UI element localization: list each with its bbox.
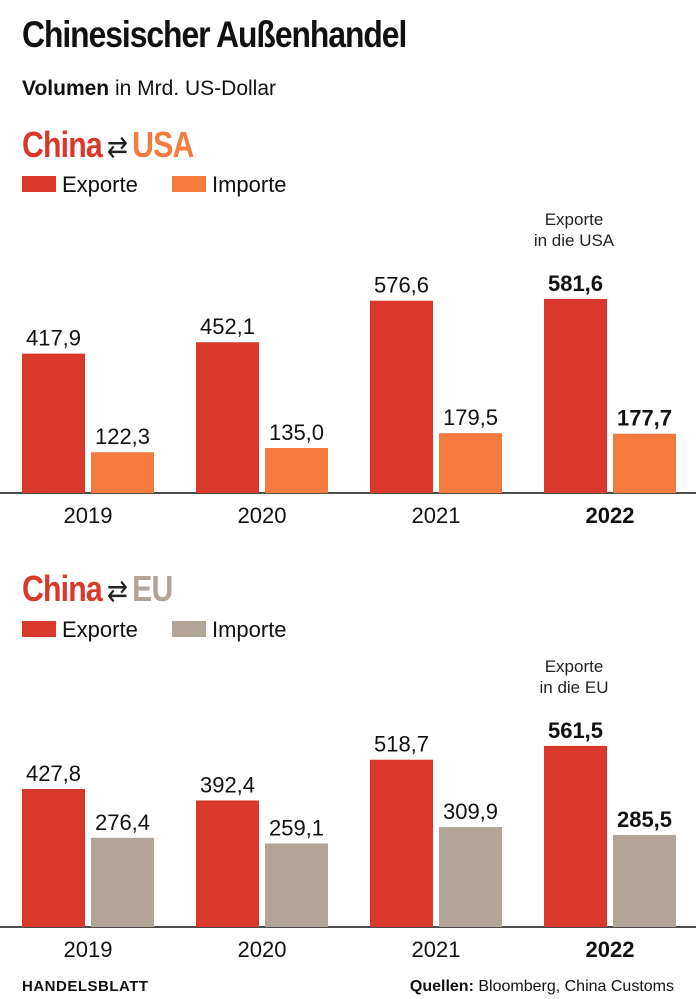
subtitle-bold: Volumen — [22, 77, 110, 100]
bar-chart-usa: 417,9 122,3 2019 452,1 135,0 2020 576,6 179,5 20… — [0, 210, 696, 528]
bar-exports-2019 — [22, 789, 85, 927]
value-label-imports-2019: 276,4 — [95, 810, 150, 835]
value-label-imports-2022: 177,7 — [617, 406, 672, 431]
value-label-exports-2020: 452,1 — [200, 314, 255, 339]
chart-title: Chinesischer Außenhandel — [22, 14, 407, 55]
x-tick-label-2021: 2021 — [412, 503, 461, 528]
legend-swatch-exports — [22, 621, 56, 638]
legend-label-imports: Importe — [211, 172, 287, 197]
bar-imports-2020 — [265, 843, 328, 927]
legend-swatch-imports — [171, 621, 206, 638]
x-tick-label-2020: 2020 — [238, 937, 287, 962]
heading-china: China — [22, 124, 103, 165]
value-label-exports-2020: 392,4 — [200, 772, 255, 797]
x-tick-label-2019: 2019 — [64, 937, 113, 962]
value-label-exports-2022: 561,5 — [548, 718, 603, 743]
exchange-arrows-icon: ⇄ — [106, 131, 128, 164]
value-label-exports-2019: 417,9 — [26, 326, 81, 351]
legend-eu: Exporte Importe — [22, 617, 315, 643]
heading-partner: EU — [132, 568, 173, 609]
bar-exports-2022 — [544, 299, 607, 493]
legend-swatch-exports — [22, 176, 56, 193]
bar-imports-2022 — [613, 433, 676, 493]
value-label-exports-2019: 427,8 — [26, 761, 81, 786]
sources-label: Quellen: — [409, 978, 474, 995]
legend-swatch-imports — [171, 176, 206, 193]
legend-label-imports: Importe — [211, 617, 287, 642]
panel-heading-eu: China ⇄ EU — [22, 568, 173, 610]
annotation-line-2: in die EU — [540, 678, 609, 697]
bar-exports-2020 — [196, 342, 259, 493]
legend-label-exports: Exporte — [62, 172, 138, 197]
legend-item-exports: Exporte — [22, 172, 138, 198]
legend-usa: Exporte Importe — [22, 172, 315, 198]
annotation-line-2: in die USA — [534, 231, 615, 250]
legend-item-imports: Importe — [171, 617, 287, 643]
bar-imports-2019 — [91, 837, 154, 927]
bar-exports-2019 — [22, 353, 85, 493]
x-tick-label-2020: 2020 — [238, 503, 287, 528]
value-label-imports-2020: 135,0 — [269, 420, 324, 445]
x-tick-label-2022: 2022 — [586, 937, 635, 962]
publisher-label: HANDELSBLATT — [22, 978, 149, 995]
legend-item-imports: Importe — [171, 172, 287, 198]
x-tick-label-2019: 2019 — [64, 503, 113, 528]
bar-imports-2020 — [265, 447, 328, 493]
legend-label-exports: Exporte — [62, 617, 138, 642]
subtitle-rest: in Mrd. US-Dollar — [114, 77, 276, 100]
bar-imports-2019 — [91, 452, 154, 493]
value-label-imports-2022: 285,5 — [617, 807, 672, 832]
bar-exports-2020 — [196, 800, 259, 927]
sources-note: Quellen: Bloomberg, China Customs — [410, 978, 674, 996]
value-label-imports-2020: 259,1 — [269, 815, 324, 840]
bar-imports-2021 — [439, 433, 502, 493]
value-label-exports-2021: 518,7 — [374, 732, 429, 757]
bar-exports-2021 — [370, 759, 433, 927]
bar-exports-2021 — [370, 300, 433, 493]
chart-subtitle: Volumen in Mrd. US-Dollar — [22, 77, 276, 101]
legend-item-exports: Exporte — [22, 617, 138, 643]
value-label-exports-2022: 581,6 — [548, 271, 603, 296]
bar-chart-eu: 427,8 276,4 2019 392,4 259,1 2020 518,7 309,9 20… — [0, 657, 696, 962]
bar-imports-2022 — [613, 834, 676, 927]
value-label-imports-2021: 309,9 — [443, 799, 498, 824]
bar-exports-2022 — [544, 745, 607, 927]
value-label-imports-2019: 122,3 — [95, 424, 150, 449]
heading-china: China — [22, 568, 103, 609]
annotation-line-1: Exporte — [545, 657, 604, 676]
value-label-imports-2021: 179,5 — [443, 405, 498, 430]
sources-text: Bloomberg, China Customs — [478, 978, 674, 995]
x-tick-label-2022: 2022 — [586, 503, 635, 528]
x-tick-label-2021: 2021 — [412, 937, 461, 962]
bar-imports-2021 — [439, 827, 502, 927]
annotation-line-1: Exporte — [545, 210, 604, 229]
value-label-exports-2021: 576,6 — [374, 273, 429, 298]
panel-heading-usa: China ⇄ USA — [22, 124, 194, 166]
heading-partner: USA — [132, 124, 194, 165]
exchange-arrows-icon: ⇄ — [106, 575, 128, 608]
